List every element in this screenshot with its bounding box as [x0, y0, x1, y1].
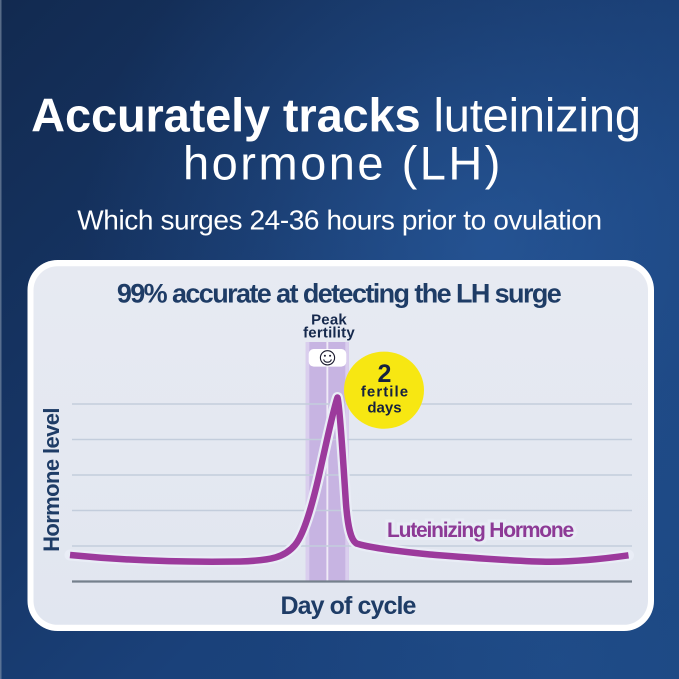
- svg-text:Which surges 24-36 hours prior: Which surges 24-36 hours prior to ovulat…: [77, 205, 601, 236]
- svg-text:99% accurate at detecting the: 99% accurate at detecting the LH surge: [117, 279, 562, 309]
- svg-text:hormone (LH): hormone (LH): [183, 137, 503, 190]
- svg-text:days: days: [367, 399, 401, 416]
- svg-text:2: 2: [378, 360, 392, 388]
- svg-text:Luteinizing Hormone: Luteinizing Hormone: [387, 519, 574, 542]
- svg-text:Luteinizing Hormone: Luteinizing Hormone: [387, 519, 574, 542]
- svg-text:Day of cycle: Day of cycle: [280, 592, 416, 620]
- svg-text:Hormone level: Hormone level: [39, 408, 64, 552]
- svg-text:fertile: fertile: [361, 384, 409, 401]
- svg-text:fertility: fertility: [303, 324, 355, 341]
- svg-text:Accurately tracks luteinizing: Accurately tracks luteinizing: [31, 89, 641, 142]
- svg-text:Peak: Peak: [311, 311, 347, 328]
